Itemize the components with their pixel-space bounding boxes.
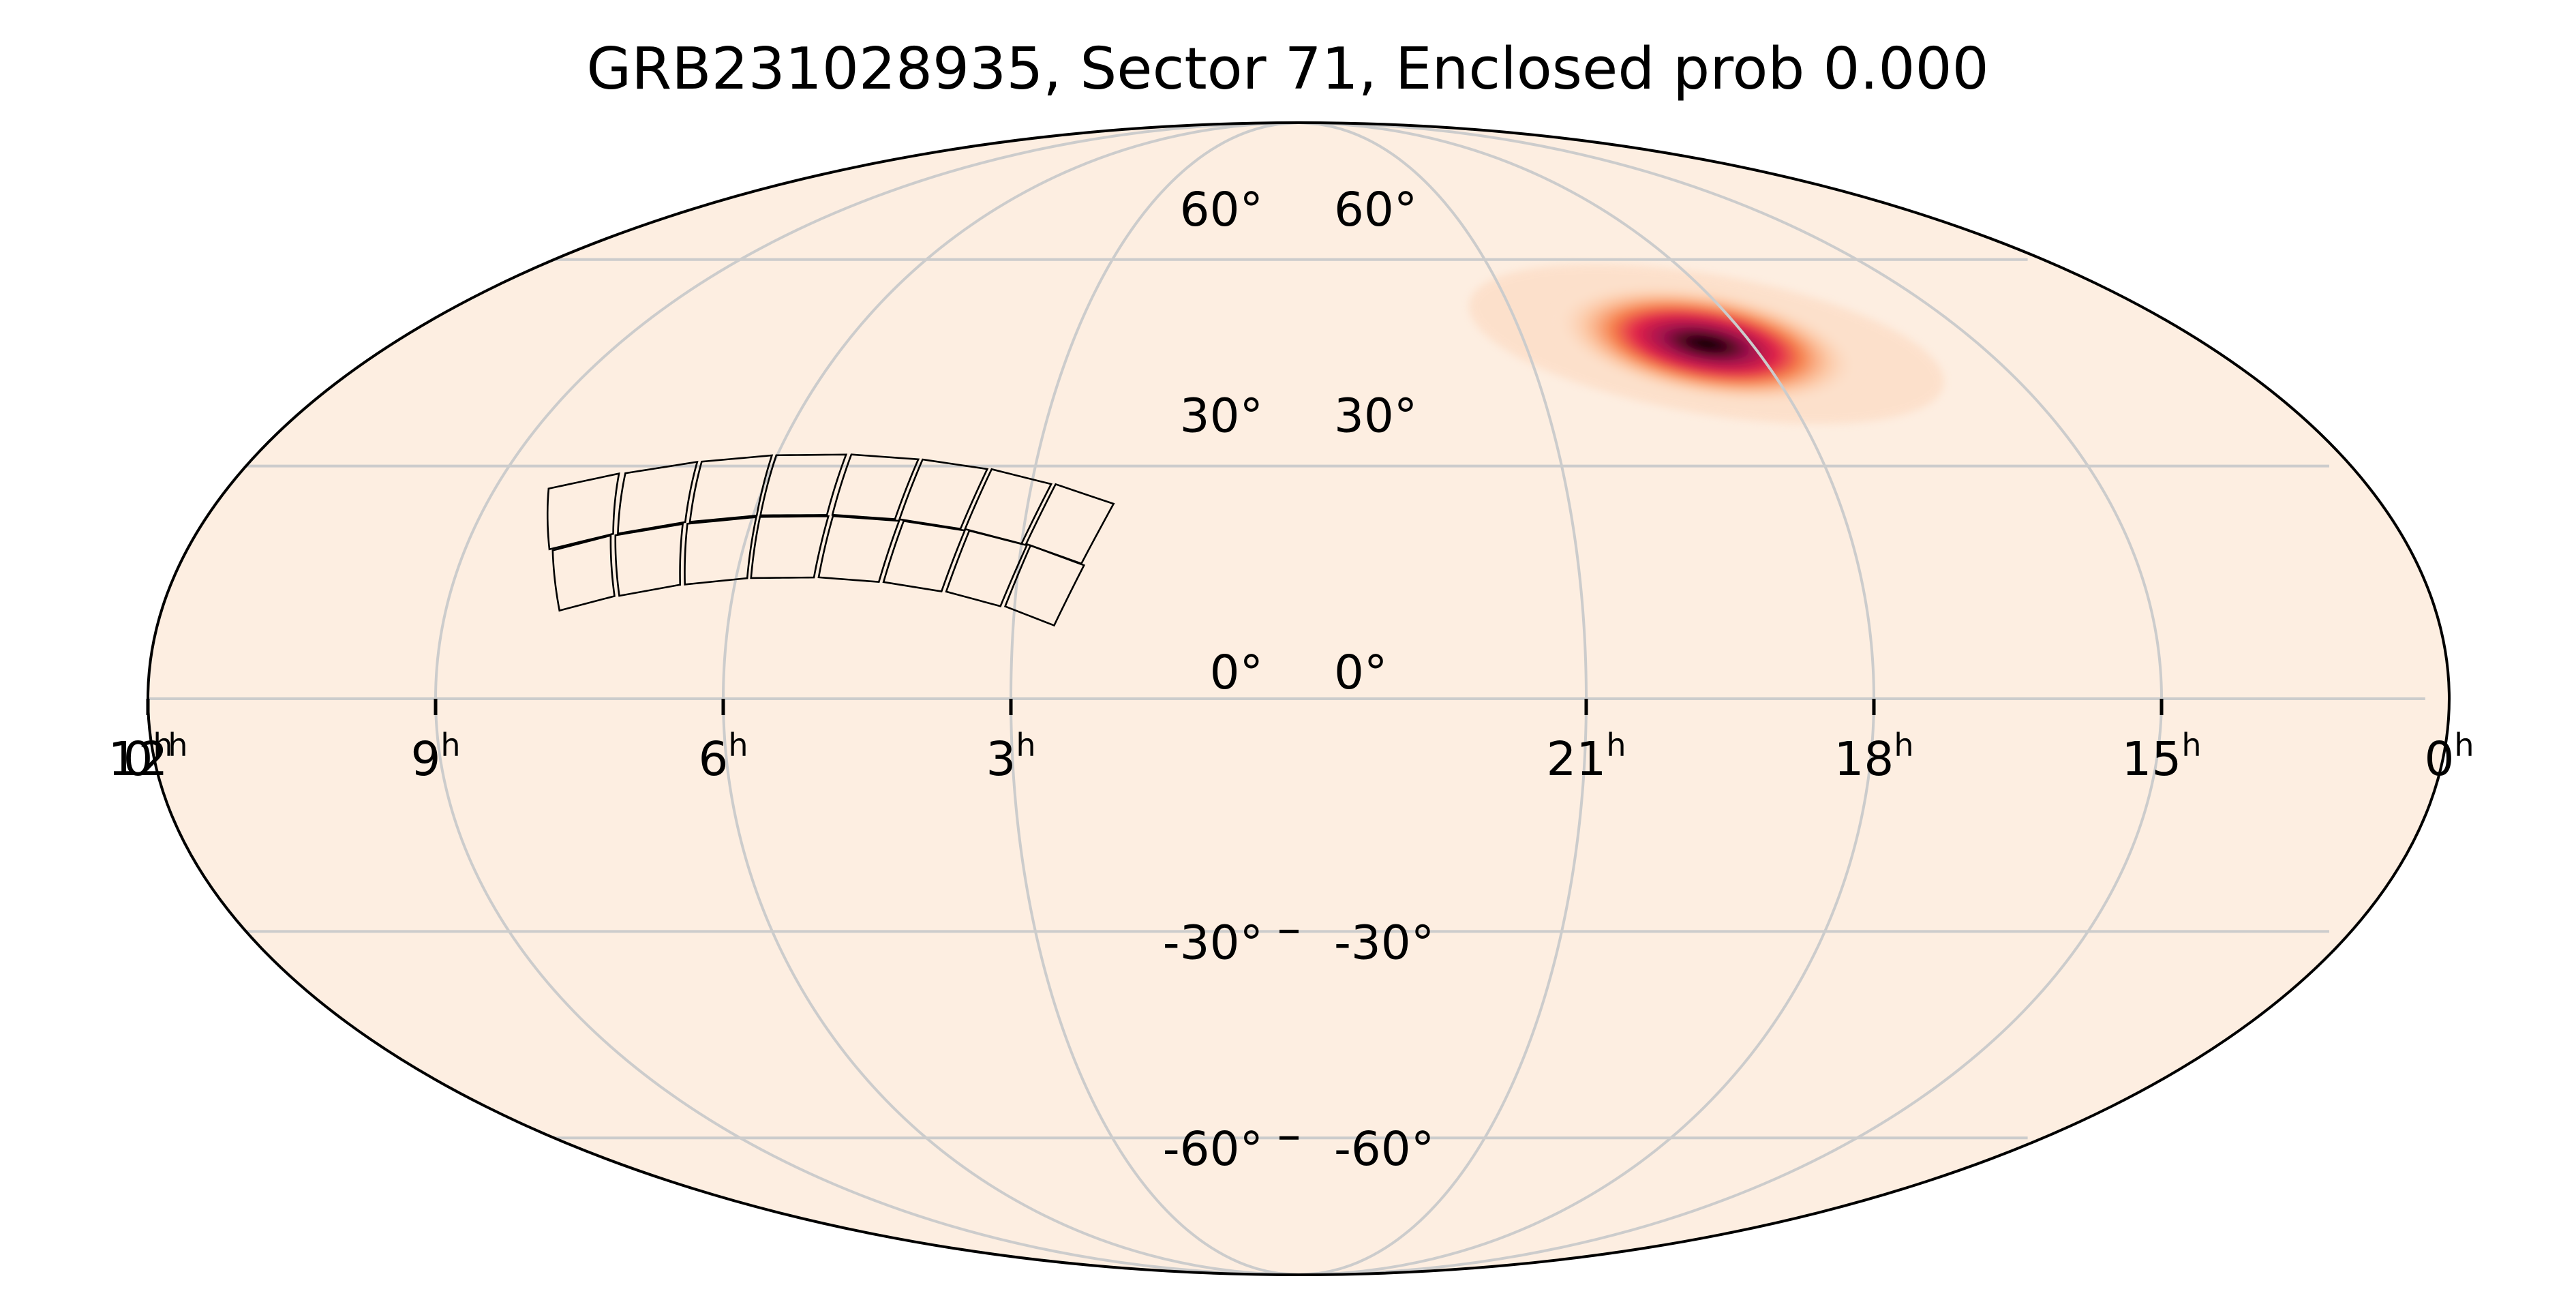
ccd-footprint <box>817 515 900 583</box>
dec-tick-label-left: 30° <box>1180 389 1263 444</box>
ccd-footprint <box>882 519 967 593</box>
ccd-footprint <box>898 458 989 530</box>
ra-tick-label: 12h <box>108 727 188 787</box>
ra-tick-label: 3h <box>986 727 1035 787</box>
ccd-footprint <box>759 453 848 517</box>
tick-marks <box>146 699 2164 1140</box>
ccd-footprint <box>688 454 774 523</box>
dec-tick-label-left: 60° <box>1180 183 1263 237</box>
dec-tick-label-right: 30° <box>1334 389 1417 444</box>
probability-peak <box>1550 282 1863 406</box>
ra-tick-labels: 0h 21h 18h 15h 12h 9h 6h 3h 0h <box>108 727 2474 787</box>
dec-tick-label-left: 0° <box>1210 646 1263 700</box>
ccd-footprint <box>684 516 758 586</box>
ra-tick-label: 6h <box>698 727 748 787</box>
ra-tick-label: 9h <box>410 727 460 787</box>
ra-tick-label: 21h <box>1547 727 1626 787</box>
probability-heatmap <box>1468 264 1944 424</box>
ra-tick-label: 0h <box>123 727 172 787</box>
dec-tick-label-right: -30° <box>1334 916 1434 970</box>
dec-tick-label-right: -60° <box>1334 1122 1434 1177</box>
dec-tick-label-right: 60° <box>1334 183 1417 237</box>
tess-footprint <box>546 453 1115 627</box>
ra-tick-label: 15h <box>2122 727 2202 787</box>
dec-tick-labels: 60° 60° 30° 30° 0° 0° -30° -30° -60° -60° <box>1163 183 1434 1177</box>
ccd-footprint <box>614 523 684 597</box>
ra-tick-label: 0h <box>2424 727 2474 787</box>
ccd-footprint <box>831 453 920 520</box>
dec-tick-label-right: 0° <box>1334 646 1387 700</box>
ccd-footprint <box>750 515 830 579</box>
ra-tick-label: 18h <box>1834 727 1914 787</box>
ccd-footprint <box>617 460 699 535</box>
ccd-footprint <box>945 529 1029 607</box>
dec-tick-label-left: -30° <box>1163 916 1263 970</box>
chart-title: GRB231028935, Sector 71, Enclosed prob 0… <box>586 35 1988 103</box>
ccd-footprint <box>1003 544 1086 627</box>
ccd-footprint <box>551 534 616 612</box>
dec-tick-label-left: -60° <box>1163 1122 1263 1177</box>
ccd-footprint <box>546 472 620 551</box>
